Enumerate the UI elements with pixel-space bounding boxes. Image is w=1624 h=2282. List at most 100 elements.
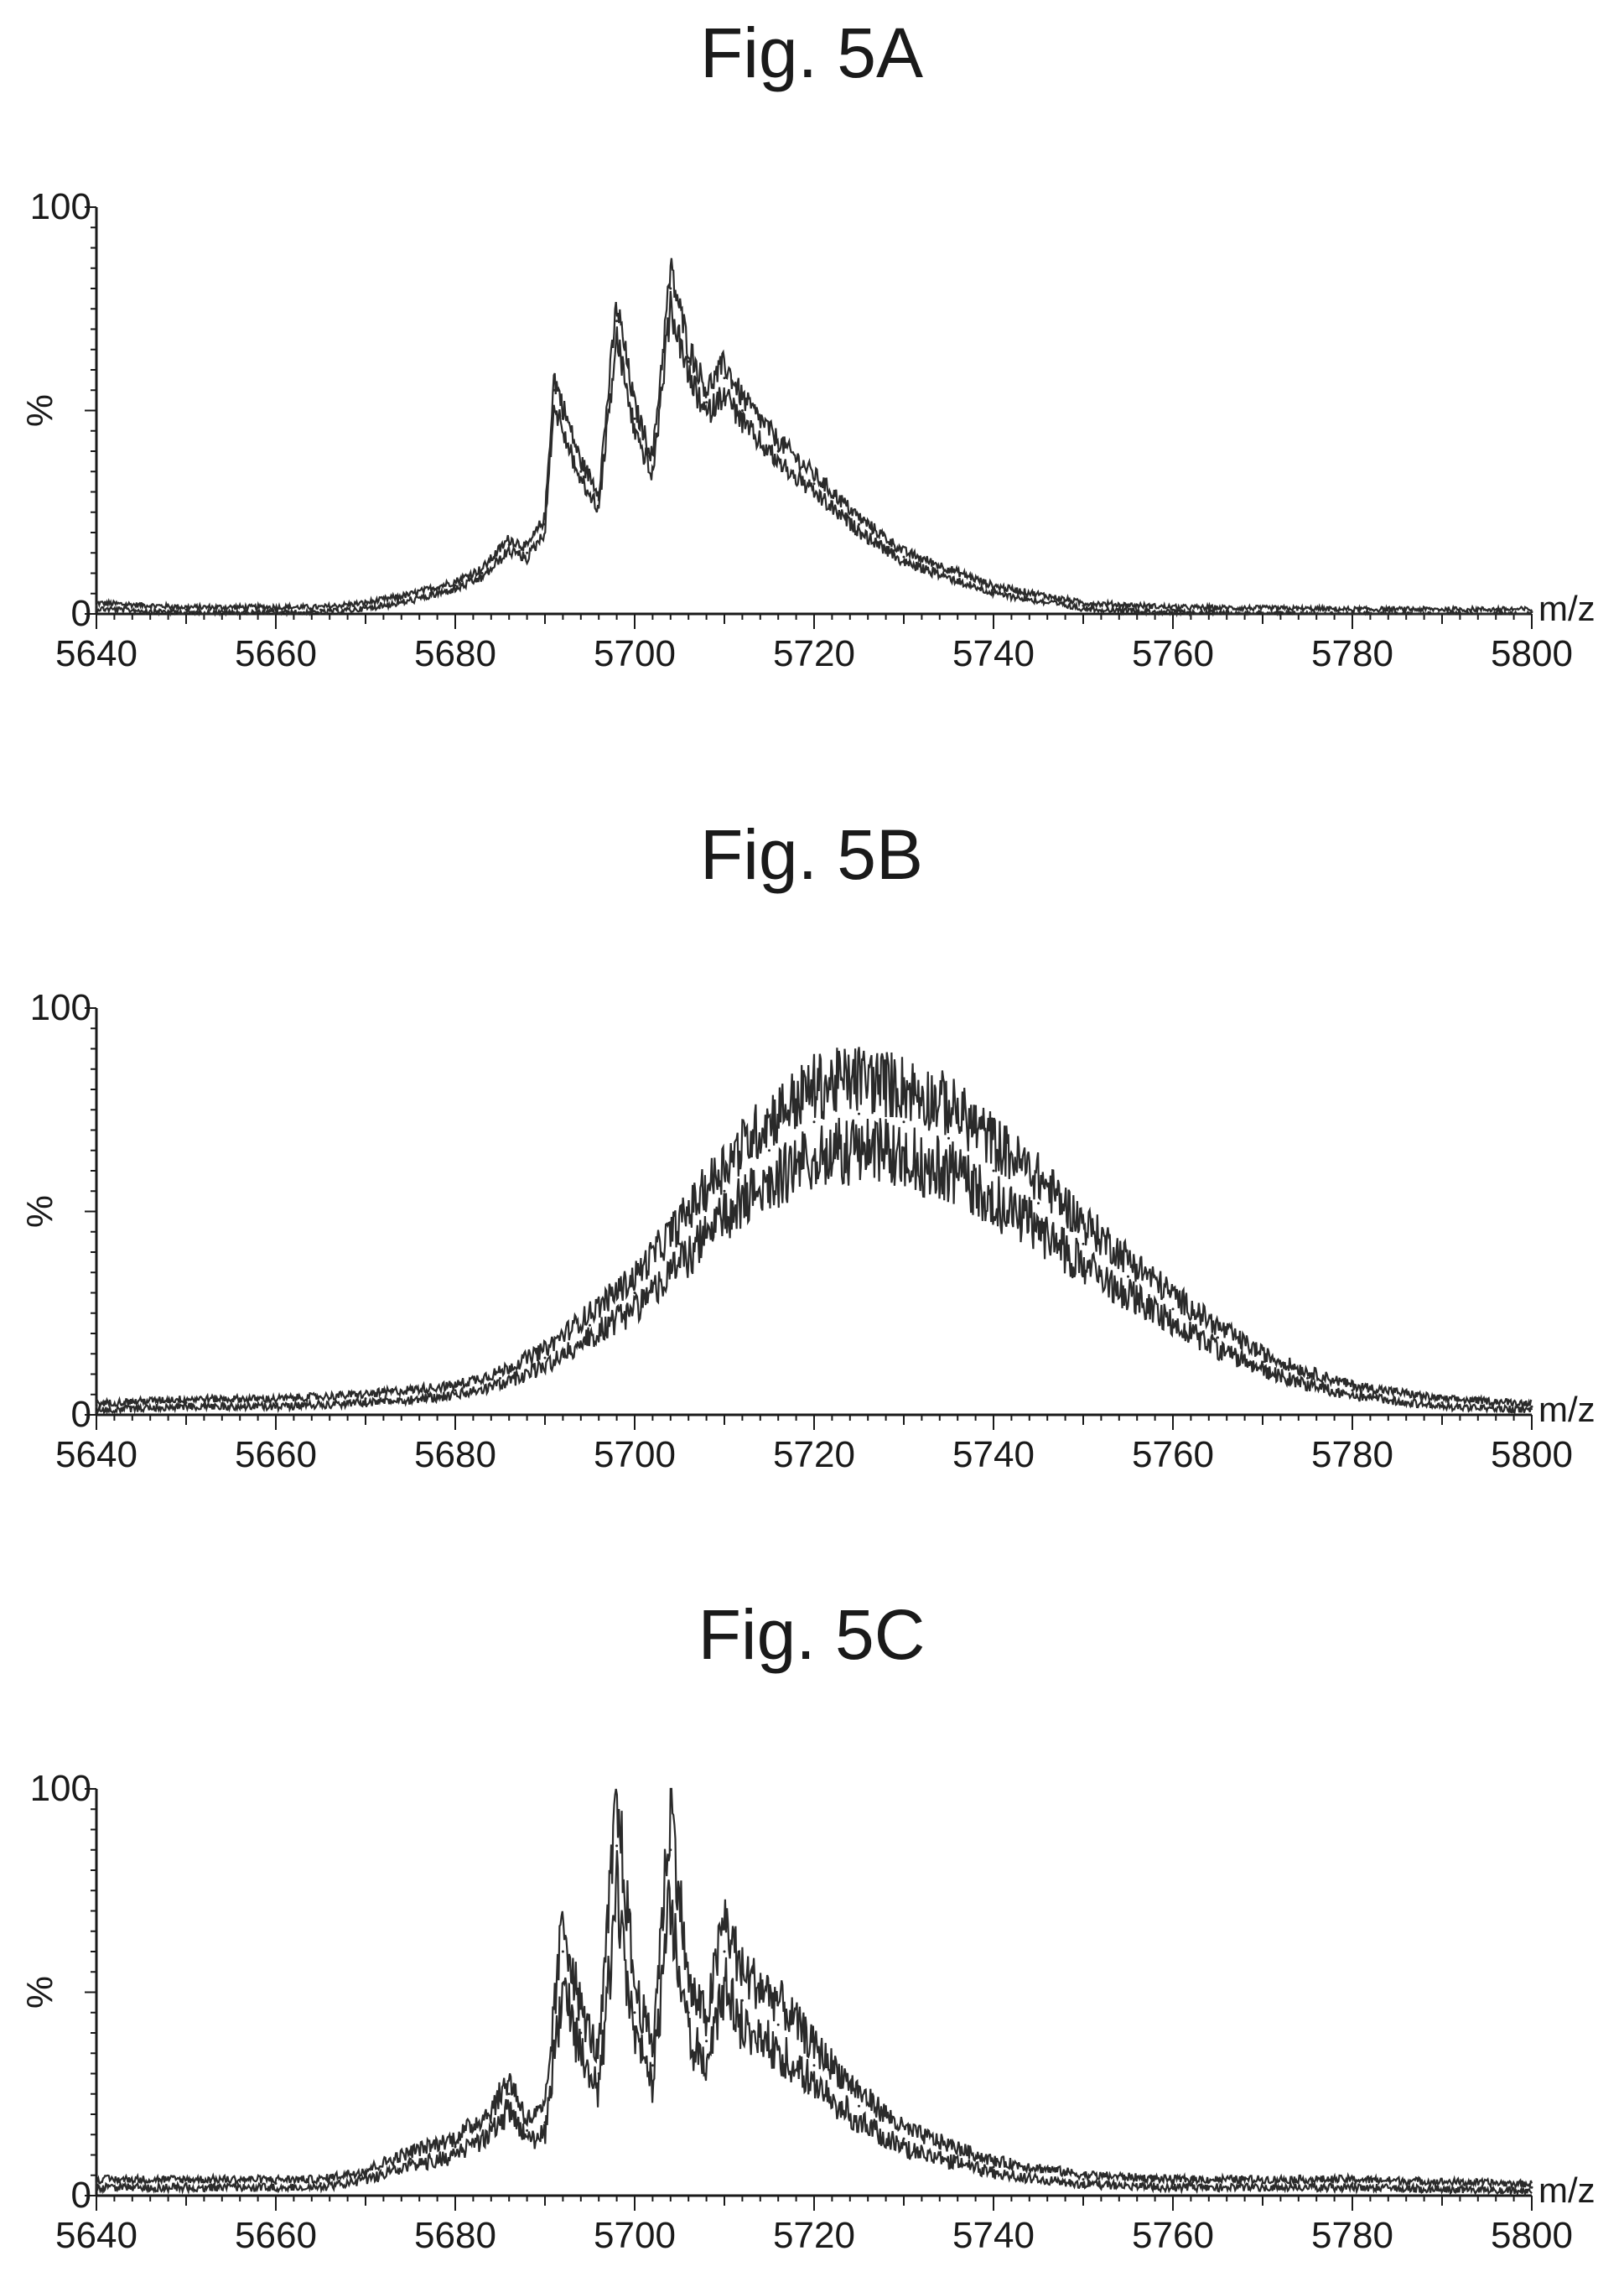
x-tick-label-5700: 5700 [594,1434,676,1475]
data-point [274,608,278,611]
data-point [364,2174,367,2177]
data-point [1306,1376,1309,1380]
data-point [543,522,547,526]
data-point [1530,2186,1533,2189]
data-point [615,320,619,323]
x-tick-label-5660: 5660 [235,2215,317,2256]
data-point [947,1136,950,1140]
spectrum-trace-upper [95,1047,1533,1409]
data-point [490,2121,493,2124]
data-point [1082,2178,1085,2181]
y-axis-label: % [19,1976,60,2009]
x-tick-label-5660: 5660 [235,1434,317,1475]
axes [85,1788,1533,2211]
x-tick-label-5640: 5640 [55,1434,137,1475]
data-point [669,1848,672,1852]
data-point [274,1401,278,1404]
data-point [1171,1307,1175,1311]
panel-fig-5c: Fig. 5C % m/z 100 0 5640 5660 5680 5700 … [19,1595,1595,2256]
data-point [1530,1405,1533,1408]
x-tick-label-5640: 5640 [55,2215,137,2256]
x-tick-label-5720: 5720 [773,633,855,674]
data-point [812,482,816,486]
data-point [633,417,636,420]
data-point [319,608,322,611]
data-point [1082,604,1085,607]
data-point [579,470,583,473]
data-point [579,2031,583,2035]
x-tick-label-5800: 5800 [1491,1434,1573,1475]
x-tick-label-5720: 5720 [773,2215,855,2256]
x-tick-label-5700: 5700 [594,2215,676,2256]
data-point [858,2104,860,2108]
x-tick-label-5740: 5740 [952,2215,1035,2256]
data-point [1037,1202,1040,1205]
data-point [561,1950,564,1953]
data-point [1351,1389,1354,1392]
x-tick-label-5680: 5680 [414,633,496,674]
panel-title: Fig. 5B [700,815,923,894]
data-point [274,2181,278,2185]
data-point [499,1376,501,1380]
data-point [902,1120,905,1124]
data-point [812,2064,816,2067]
data-point [723,1950,726,1953]
data-point [687,2011,690,2014]
x-tick-label-5680: 5680 [414,1434,496,1475]
x-tick-label-5680: 5680 [414,2215,496,2256]
data-point [723,1189,726,1193]
data-point [1351,611,1354,614]
data-point [597,498,600,502]
data-point [553,388,556,392]
data-point [615,1844,619,1848]
x-tick-label-5760: 5760 [1132,2215,1214,2256]
panel-fig-5b: Fig. 5B % m/z 100 0 5640 5660 5680 5700 … [19,815,1595,1475]
data-point [776,2023,780,2026]
data-point [705,2040,708,2043]
data-point [723,377,726,380]
data-point [480,572,484,574]
data-point [992,1169,995,1172]
data-point [597,2072,600,2075]
y-tick-label-100: 100 [30,987,91,1028]
data-point [184,1401,188,1404]
panel-title: Fig. 5C [698,1595,926,1674]
data-point [364,1397,367,1401]
data-point [409,2157,412,2160]
x-axis-label: m/z [1538,2170,1595,2210]
data-point [507,543,511,547]
data-point [633,2011,636,2014]
data-point [1082,1242,1085,1245]
x-tick-label-5800: 5800 [1491,633,1573,674]
data-point [651,2064,654,2067]
data-point [633,1292,636,1294]
data-point [776,450,780,453]
data-point [184,2181,188,2185]
spectrum-trace-upper [95,1787,1533,2191]
data-point [902,555,905,559]
x-tick-label-5800: 5800 [1491,2215,1573,2256]
spectrum-trace-lower [95,1850,1533,2197]
x-tick-label-5760: 5760 [1132,1434,1214,1475]
spectrum-trace-lower [96,1117,1533,1416]
data-point [454,2145,457,2149]
x-tick-label-5740: 5740 [952,1434,1035,1475]
y-axis-label: % [19,394,60,427]
data-point [1127,1275,1129,1278]
data-point [687,360,690,363]
data-point [184,608,188,611]
data-point [740,1999,744,2002]
data-point [902,2137,905,2140]
data-point [95,2181,98,2185]
x-tick-label-5780: 5780 [1311,633,1393,674]
data-point [812,1120,816,1124]
data-point [678,1242,681,1245]
data-point [543,1356,547,1359]
x-tick-label-5760: 5760 [1132,633,1214,674]
data-point [454,1389,457,1392]
axes [85,1007,1533,1430]
axes [85,206,1533,629]
data-point [526,2129,529,2132]
data-point [858,522,860,526]
